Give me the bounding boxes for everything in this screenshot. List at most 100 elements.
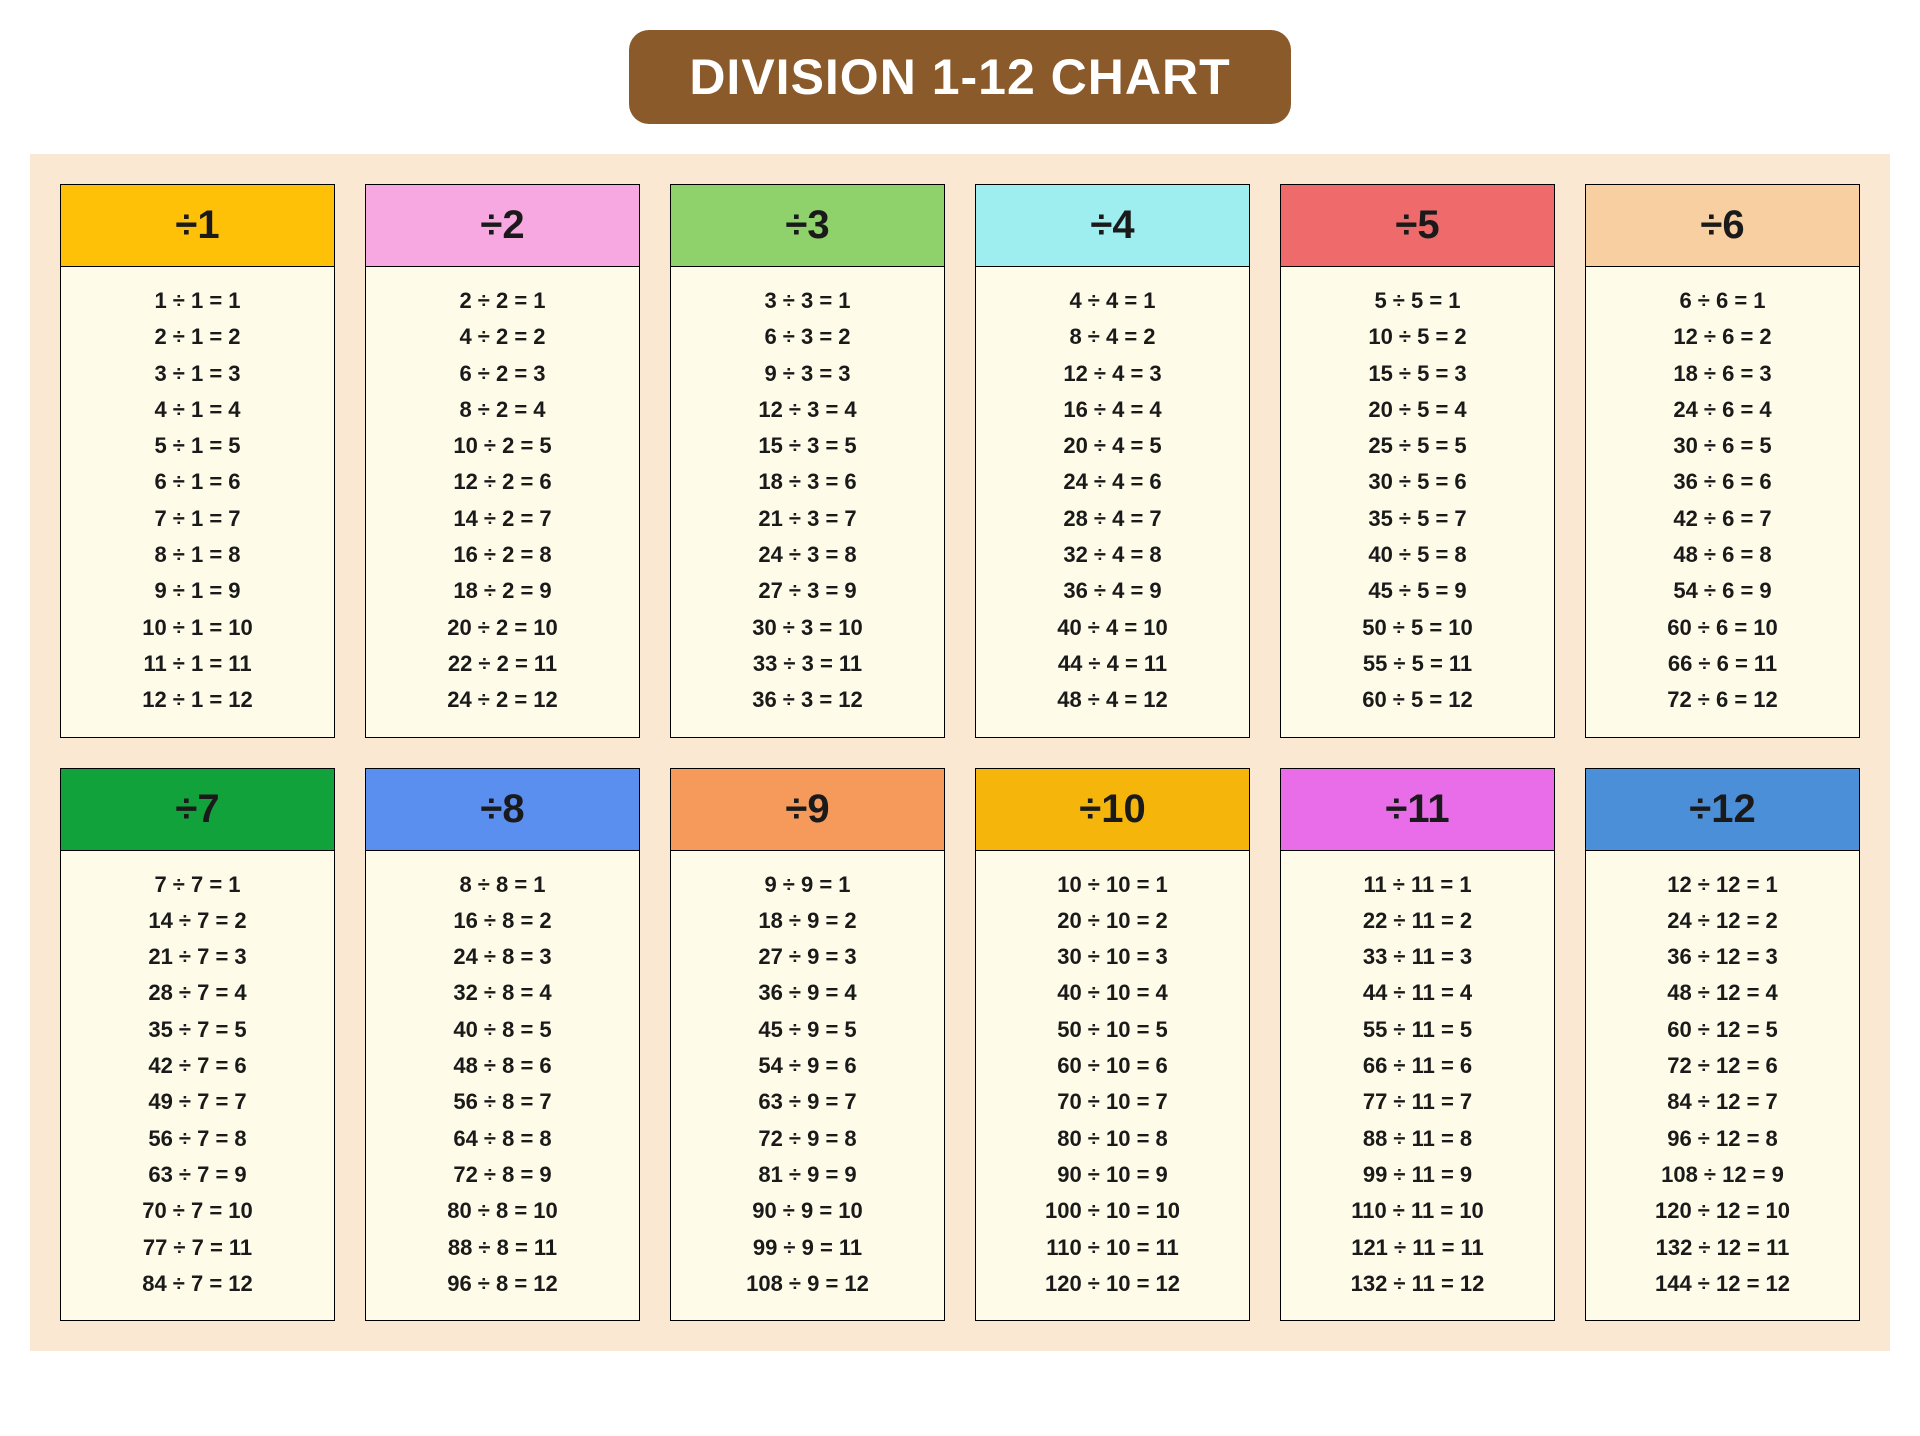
equation-line: 88 ÷ 8 = 11 [374, 1230, 631, 1266]
equation-line: 21 ÷ 7 = 3 [69, 939, 326, 975]
equation-line: 24 ÷ 4 = 6 [984, 464, 1241, 500]
equation-line: 45 ÷ 5 = 9 [1289, 573, 1546, 609]
divisor-box-6: ÷66 ÷ 6 = 112 ÷ 6 = 218 ÷ 6 = 324 ÷ 6 = … [1585, 184, 1860, 738]
equation-line: 80 ÷ 10 = 8 [984, 1121, 1241, 1157]
chart-title: DIVISION 1-12 CHART [629, 30, 1290, 124]
equation-line: 15 ÷ 3 = 5 [679, 428, 936, 464]
equation-line: 60 ÷ 10 = 6 [984, 1048, 1241, 1084]
divisor-body-4: 4 ÷ 4 = 18 ÷ 4 = 212 ÷ 4 = 316 ÷ 4 = 420… [976, 267, 1249, 737]
equation-line: 33 ÷ 3 = 11 [679, 646, 936, 682]
equation-line: 28 ÷ 4 = 7 [984, 501, 1241, 537]
equation-line: 96 ÷ 8 = 12 [374, 1266, 631, 1302]
equation-line: 42 ÷ 7 = 6 [69, 1048, 326, 1084]
equation-line: 108 ÷ 9 = 12 [679, 1266, 936, 1302]
divisor-body-7: 7 ÷ 7 = 114 ÷ 7 = 221 ÷ 7 = 328 ÷ 7 = 43… [61, 851, 334, 1321]
equation-line: 132 ÷ 11 = 12 [1289, 1266, 1546, 1302]
equation-line: 72 ÷ 12 = 6 [1594, 1048, 1851, 1084]
equation-line: 35 ÷ 5 = 7 [1289, 501, 1546, 537]
equation-line: 20 ÷ 10 = 2 [984, 903, 1241, 939]
equation-line: 63 ÷ 7 = 9 [69, 1157, 326, 1193]
equation-line: 81 ÷ 9 = 9 [679, 1157, 936, 1193]
equation-line: 80 ÷ 8 = 10 [374, 1193, 631, 1229]
equation-line: 48 ÷ 8 = 6 [374, 1048, 631, 1084]
equation-line: 10 ÷ 2 = 5 [374, 428, 631, 464]
equation-line: 121 ÷ 11 = 11 [1289, 1230, 1546, 1266]
equation-line: 77 ÷ 11 = 7 [1289, 1084, 1546, 1120]
equation-line: 40 ÷ 10 = 4 [984, 975, 1241, 1011]
equation-line: 99 ÷ 11 = 9 [1289, 1157, 1546, 1193]
equation-line: 6 ÷ 6 = 1 [1594, 283, 1851, 319]
equation-line: 6 ÷ 3 = 2 [679, 319, 936, 355]
equation-line: 9 ÷ 9 = 1 [679, 867, 936, 903]
equation-line: 72 ÷ 8 = 9 [374, 1157, 631, 1193]
equation-line: 18 ÷ 9 = 2 [679, 903, 936, 939]
equation-line: 36 ÷ 6 = 6 [1594, 464, 1851, 500]
divisor-box-9: ÷9 9 ÷ 9 = 118 ÷ 9 = 227 ÷ 9 = 336 ÷ 9 = … [670, 768, 945, 1322]
equation-line: 10 ÷ 1 = 10 [69, 610, 326, 646]
divisor-box-10: ÷1010 ÷ 10 = 120 ÷ 10 = 230 ÷ 10 = 340 ÷… [975, 768, 1250, 1322]
equation-line: 8 ÷ 8 = 1 [374, 867, 631, 903]
equation-line: 20 ÷ 5 = 4 [1289, 392, 1546, 428]
equation-line: 9 ÷ 1 = 9 [69, 573, 326, 609]
equation-line: 66 ÷ 11 = 6 [1289, 1048, 1546, 1084]
divisor-body-12: 12 ÷ 12 = 124 ÷ 12 = 236 ÷ 12 = 348 ÷ 12… [1586, 851, 1859, 1321]
divisor-header-5: ÷5 [1281, 185, 1554, 267]
equation-line: 49 ÷ 7 = 7 [69, 1084, 326, 1120]
equation-line: 11 ÷ 11 = 1 [1289, 867, 1546, 903]
equation-line: 32 ÷ 4 = 8 [984, 537, 1241, 573]
divisor-header-1: ÷1 [61, 185, 334, 267]
equation-line: 25 ÷ 5 = 5 [1289, 428, 1546, 464]
equation-line: 110 ÷ 11 = 10 [1289, 1193, 1546, 1229]
equation-line: 27 ÷ 9 = 3 [679, 939, 936, 975]
divisor-box-7: ÷77 ÷ 7 = 114 ÷ 7 = 221 ÷ 7 = 328 ÷ 7 = … [60, 768, 335, 1322]
equation-line: 72 ÷ 9 = 8 [679, 1121, 936, 1157]
divisor-header-2: ÷2 [366, 185, 639, 267]
equation-line: 36 ÷ 4 = 9 [984, 573, 1241, 609]
equation-line: 6 ÷ 2 = 3 [374, 356, 631, 392]
equation-line: 55 ÷ 11 = 5 [1289, 1012, 1546, 1048]
equation-line: 10 ÷ 5 = 2 [1289, 319, 1546, 355]
equation-line: 14 ÷ 2 = 7 [374, 501, 631, 537]
divisor-body-1: 1 ÷ 1 = 12 ÷ 1 = 23 ÷ 1 = 34 ÷ 1 = 45 ÷ … [61, 267, 334, 737]
equation-line: 20 ÷ 2 = 10 [374, 610, 631, 646]
equation-line: 72 ÷ 6 = 12 [1594, 682, 1851, 718]
divisor-box-8: ÷88 ÷ 8 = 116 ÷ 8 = 224 ÷ 8 = 332 ÷ 8 = … [365, 768, 640, 1322]
divisor-header-6: ÷6 [1586, 185, 1859, 267]
divisor-header-8: ÷8 [366, 769, 639, 851]
equation-line: 22 ÷ 2 = 11 [374, 646, 631, 682]
equation-line: 2 ÷ 1 = 2 [69, 319, 326, 355]
equation-line: 50 ÷ 5 = 10 [1289, 610, 1546, 646]
equation-line: 56 ÷ 8 = 7 [374, 1084, 631, 1120]
equation-line: 54 ÷ 9 = 6 [679, 1048, 936, 1084]
divisor-body-3: 3 ÷ 3 = 16 ÷ 3 = 29 ÷ 3 = 312 ÷ 3 = 415 … [671, 267, 944, 737]
equation-line: 40 ÷ 5 = 8 [1289, 537, 1546, 573]
equation-line: 16 ÷ 2 = 8 [374, 537, 631, 573]
equation-line: 88 ÷ 11 = 8 [1289, 1121, 1546, 1157]
equation-line: 70 ÷ 10 = 7 [984, 1084, 1241, 1120]
equation-line: 44 ÷ 4 = 11 [984, 646, 1241, 682]
divisor-header-9: ÷9 [671, 769, 944, 851]
equation-line: 60 ÷ 6 = 10 [1594, 610, 1851, 646]
divisor-box-2: ÷22 ÷ 2 = 14 ÷ 2 = 26 ÷ 2 = 38 ÷ 2 = 410… [365, 184, 640, 738]
divisor-box-11: ÷1111 ÷ 11 = 122 ÷ 11 = 233 ÷ 11 = 344 ÷… [1280, 768, 1555, 1322]
equation-line: 99 ÷ 9 = 11 [679, 1230, 936, 1266]
equation-line: 36 ÷ 3 = 12 [679, 682, 936, 718]
equation-line: 48 ÷ 12 = 4 [1594, 975, 1851, 1011]
divisor-header-7: ÷7 [61, 769, 334, 851]
divisor-body-6: 6 ÷ 6 = 112 ÷ 6 = 218 ÷ 6 = 324 ÷ 6 = 43… [1586, 267, 1859, 737]
equation-line: 48 ÷ 4 = 12 [984, 682, 1241, 718]
equation-line: 12 ÷ 6 = 2 [1594, 319, 1851, 355]
equation-line: 10 ÷ 10 = 1 [984, 867, 1241, 903]
equation-line: 36 ÷ 9 = 4 [679, 975, 936, 1011]
divisor-header-3: ÷3 [671, 185, 944, 267]
equation-line: 22 ÷ 11 = 2 [1289, 903, 1546, 939]
equation-line: 28 ÷ 7 = 4 [69, 975, 326, 1011]
equation-line: 120 ÷ 12 = 10 [1594, 1193, 1851, 1229]
equation-line: 54 ÷ 6 = 9 [1594, 573, 1851, 609]
chart-panel: ÷11 ÷ 1 = 12 ÷ 1 = 23 ÷ 1 = 34 ÷ 1 = 45 … [30, 154, 1890, 1351]
equation-line: 96 ÷ 12 = 8 [1594, 1121, 1851, 1157]
equation-line: 30 ÷ 3 = 10 [679, 610, 936, 646]
equation-line: 12 ÷ 1 = 12 [69, 682, 326, 718]
equation-line: 7 ÷ 1 = 7 [69, 501, 326, 537]
equation-line: 132 ÷ 12 = 11 [1594, 1230, 1851, 1266]
